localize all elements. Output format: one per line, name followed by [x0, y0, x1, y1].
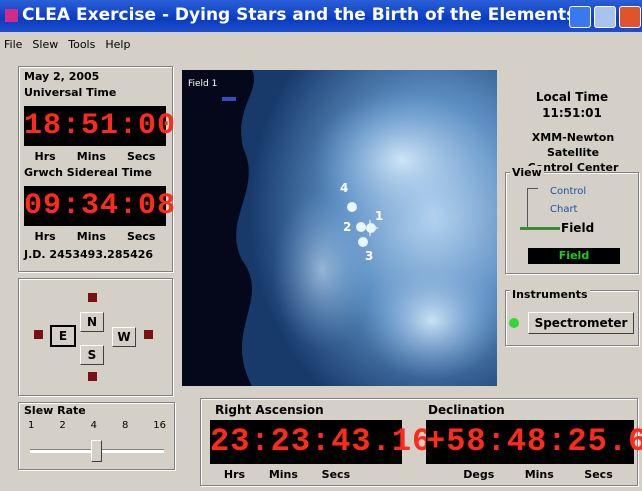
slew-rate-label: Slew Rate	[24, 404, 86, 417]
ut-units: Hrs Mins Secs	[24, 150, 166, 163]
east-button[interactable]: E	[50, 325, 76, 347]
app-icon	[5, 9, 18, 22]
unit-label: Secs	[322, 468, 350, 481]
menu-item[interactable]: Slew	[32, 38, 58, 51]
maximize-button[interactable]	[594, 6, 616, 28]
gst-label: Grwch Sidereal Time	[24, 166, 152, 179]
menu-item[interactable]: File	[4, 38, 22, 51]
slew-rate-tick: 16	[153, 420, 166, 431]
unit-label: Mins	[77, 150, 106, 163]
field-image	[182, 70, 497, 386]
unit-label: Hrs	[35, 230, 56, 243]
view-display: Field	[528, 248, 620, 264]
gst-display: 09:34:08	[24, 186, 166, 226]
window-title: CLEA Exercise - Dying Stars and the Birt…	[22, 5, 576, 25]
star-label: 3	[365, 249, 373, 263]
app-window: CLEA Exercise - Dying Stars and the Birt…	[0, 0, 642, 491]
ut-label: Universal Time	[24, 86, 116, 99]
star-label: 2	[343, 220, 351, 234]
slider-thumb[interactable]	[91, 440, 102, 462]
ra-label: Right Ascension	[215, 403, 324, 417]
view-bracket	[527, 188, 538, 230]
julian-date: J.D. 2453493.285426	[24, 248, 153, 261]
dec-label: Declination	[428, 403, 505, 417]
unit-label: Hrs	[224, 468, 245, 481]
dec-units: Degs Mins Secs	[448, 468, 628, 481]
field-label: Field 1	[188, 79, 217, 89]
minimize-button[interactable]	[569, 6, 591, 28]
unit-label: Secs	[584, 468, 612, 481]
unit-label: Degs	[463, 468, 494, 481]
view-pointer	[520, 227, 560, 230]
view-option[interactable]: Field	[561, 221, 594, 235]
instruments-label: Instruments	[510, 288, 590, 301]
star-label: 1	[375, 209, 383, 223]
north-button[interactable]: N	[80, 312, 104, 332]
local-time: 11:51:01	[505, 106, 639, 120]
menu-item[interactable]: Tools	[68, 38, 95, 51]
slew-rate-tick: 1	[28, 420, 34, 431]
local-time-label: Local Time	[505, 90, 639, 104]
slew-rate-tick: 8	[122, 420, 128, 431]
gst-units: Hrs Mins Secs	[24, 230, 166, 243]
ra-display: 23:23:43.16	[210, 420, 402, 464]
unit-label: Secs	[127, 230, 155, 243]
view-label: View	[510, 166, 544, 179]
north-indicator	[88, 293, 97, 302]
dec-display: +58:48:25.6	[426, 420, 634, 464]
slew-rate-tick: 2	[59, 420, 65, 431]
status-light	[509, 318, 519, 328]
unit-label: Hrs	[35, 150, 56, 163]
unit-label: Mins	[525, 468, 554, 481]
east-indicator	[34, 330, 43, 339]
spectrometer-button[interactable]: Spectrometer	[528, 312, 634, 334]
view-option[interactable]: Chart	[550, 204, 577, 215]
date: May 2, 2005	[24, 70, 99, 83]
menu-item[interactable]: Help	[105, 38, 130, 51]
menu-bar: File Slew Tools Help	[4, 38, 130, 51]
unit-label: Secs	[127, 150, 155, 163]
south-button[interactable]: S	[80, 345, 104, 365]
ra-units: Hrs Mins Secs	[212, 468, 362, 481]
star-label: 4	[340, 181, 348, 195]
view-option[interactable]: Control	[550, 186, 586, 197]
unit-label: Mins	[269, 468, 298, 481]
ut-display: 18:51:00	[24, 106, 166, 146]
south-indicator	[88, 372, 97, 381]
west-button[interactable]: W	[112, 327, 136, 347]
unit-label: Mins	[77, 230, 106, 243]
slew-rate-ticks: 1 2 4 8 16	[28, 420, 166, 431]
slew-rate-tick: 4	[91, 420, 97, 431]
west-indicator	[144, 330, 153, 339]
close-button[interactable]	[619, 6, 641, 28]
